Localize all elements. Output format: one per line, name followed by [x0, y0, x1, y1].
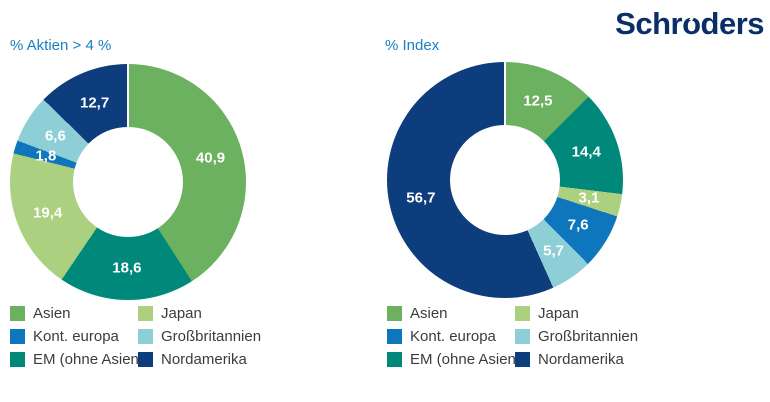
logo-text-suffix: ders — [700, 6, 765, 41]
legend-color-swatch — [10, 329, 25, 344]
legend-label: Japan — [161, 305, 202, 322]
legend-item: EM (ohne Asien) — [10, 352, 144, 367]
slice-value-label: 5,7 — [543, 242, 564, 260]
chart-aktien-block: % Aktien > 4 % 40,9 18,6 19,4 1,8 6,6 12,7 As… — [10, 0, 380, 402]
legend-color-swatch — [387, 329, 402, 344]
legend-color-swatch — [138, 306, 153, 321]
legend-label: EM (ohne Asien) — [410, 351, 521, 368]
legend-label: Japan — [538, 305, 579, 322]
legend-aktien: Asien Japan Kont. europa Großbritannien EM (… — [10, 306, 261, 367]
legend-color-swatch — [515, 329, 530, 344]
legend-label: Kont. europa — [410, 328, 496, 345]
legend-label: Nordamerika — [538, 351, 624, 368]
legend-color-swatch — [138, 329, 153, 344]
slice-separator-line — [127, 64, 129, 182]
legend-item: Japan — [515, 306, 638, 321]
logo-stencil-o-glyph: o — [682, 6, 701, 41]
slice-value-label: 12,5 — [523, 92, 553, 110]
chart-index-block: % Index 12,5 14,4 3,1 7,6 5,7 56,7 Asien Japan… — [385, 0, 755, 402]
legend-item: Großbritannien — [515, 329, 638, 344]
slice-value-label: 18,6 — [112, 259, 142, 277]
legend-label: EM (ohne Asien) — [33, 351, 144, 368]
logo-text-prefix: Schr — [615, 6, 683, 41]
legend-label: Asien — [410, 305, 448, 322]
legend-item: Kont. europa — [387, 329, 515, 344]
donut-hole — [450, 125, 560, 235]
legend-color-swatch — [138, 352, 153, 367]
donut-chart-index: 12,5 14,4 3,1 7,6 5,7 56,7 — [387, 62, 623, 298]
slice-value-label: 1,8 — [35, 147, 57, 165]
slice-value-label: 12,7 — [79, 94, 110, 112]
legend-label: Asien — [33, 305, 71, 322]
legend-item: Großbritannien — [138, 329, 261, 344]
legend-index: Asien Japan Kont. europa Großbritannien EM (… — [387, 306, 638, 367]
legend-item: EM (ohne Asien) — [387, 352, 521, 367]
legend-color-swatch — [10, 352, 25, 367]
legend-item: Kont. europa — [10, 329, 138, 344]
legend-item: Nordamerika — [138, 352, 261, 367]
legend-color-swatch — [387, 306, 402, 321]
slice-value-label: 40,9 — [195, 149, 226, 167]
slice-value-label: 3,1 — [578, 189, 600, 207]
slice-value-label: 14,4 — [571, 143, 601, 161]
legend-color-swatch — [10, 306, 25, 321]
donut-hole — [73, 127, 183, 237]
chart-title-aktien: % Aktien > 4 % — [10, 37, 112, 54]
slice-value-label: 19,4 — [33, 204, 63, 222]
schroders-logo: Schroders — [615, 6, 764, 42]
legend-item: Asien — [387, 306, 515, 321]
donut-chart-aktien: 40,9 18,6 19,4 1,8 6,6 12,7 — [10, 64, 246, 300]
legend-color-swatch — [515, 352, 530, 367]
slice-value-label: 6,6 — [44, 127, 66, 145]
legend-label: Kont. europa — [33, 328, 119, 345]
slice-separator-line — [504, 62, 506, 180]
legend-item: Asien — [10, 306, 138, 321]
legend-color-swatch — [387, 352, 402, 367]
slice-value-label: 7,6 — [567, 216, 589, 234]
legend-label: Nordamerika — [161, 351, 247, 368]
legend-item: Nordamerika — [515, 352, 638, 367]
legend-color-swatch — [515, 306, 530, 321]
legend-label: Großbritannien — [538, 328, 639, 345]
legend-label: Großbritannien — [161, 328, 262, 345]
chart-title-index: % Index — [385, 37, 440, 54]
legend-item: Japan — [138, 306, 261, 321]
slice-value-label: 56,7 — [406, 189, 436, 207]
